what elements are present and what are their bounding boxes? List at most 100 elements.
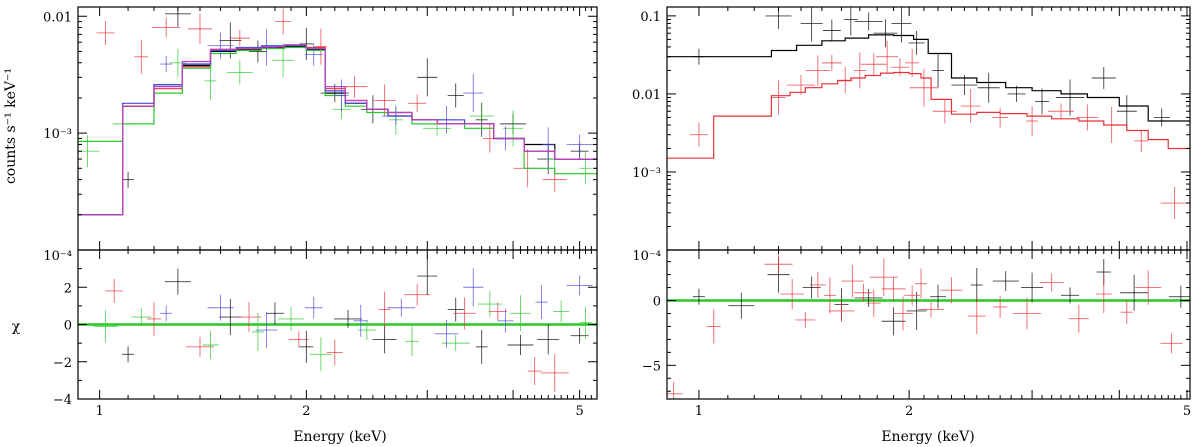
left-spectrum-plot-area (78, 7, 597, 216)
right-spectrum-black-point (932, 53, 945, 88)
left-residuals-green-point (93, 310, 118, 343)
right-residuals-black-point (992, 271, 1019, 292)
left-residuals-green-point (278, 306, 305, 331)
right-spectrum-black-point (1091, 66, 1116, 89)
right-spectrum-black-point (1035, 88, 1050, 115)
right-residuals-plot-area (667, 254, 1190, 399)
right-residuals-y-tick-label: 0 (653, 295, 661, 310)
left-spectrum-blue-point (207, 32, 234, 59)
right-spectrum-black-point (1153, 108, 1170, 127)
left-residuals-x-tick-label: 5 (575, 404, 583, 419)
left-spectrum-blue-point (542, 127, 555, 162)
left-spectrum-black-point (248, 40, 267, 63)
left-residuals-red-point (540, 353, 569, 392)
right-spectrum-red-point (909, 68, 938, 107)
right-spectrum-y-tick-label: 0.01 (632, 88, 661, 103)
left-residuals-red-point (488, 302, 507, 321)
right-spectrum-red-point (932, 99, 957, 124)
right-residuals-red-point (1120, 300, 1133, 325)
right-residuals-black-point (854, 288, 883, 307)
right-spectrum-black-point (873, 19, 898, 48)
left-spectrum-black-point (219, 22, 242, 59)
right-residuals-red-point (854, 283, 873, 302)
left-residuals-y-tick-label: 0 (64, 319, 72, 334)
right-spectrum-black-point (1056, 79, 1085, 116)
left-spectrum-green-point (169, 48, 186, 77)
left-spectrum-y-tick-label: 10⁻⁴ (43, 249, 72, 264)
right-spectrum-black-point (977, 72, 1000, 103)
right-residuals-red-point (993, 296, 1008, 319)
right-spectrum-red-point (1026, 105, 1039, 136)
right-residuals-red-point (881, 276, 906, 301)
right-spectrum-red-point (689, 122, 708, 147)
right-spectrum-red-point (1134, 129, 1149, 152)
right-spectrum-black-point (908, 30, 925, 55)
right-spectrum-y-tick-label: 10⁻³ (632, 166, 661, 181)
right-residuals-red-point (1160, 333, 1183, 354)
left-residuals-red-point (147, 301, 162, 336)
right-residuals-frame (666, 249, 1191, 400)
right-residuals-red-point (1012, 297, 1041, 330)
left-residuals-blue-point (535, 285, 548, 320)
left-residuals-green-point (131, 308, 152, 327)
left-residuals-red-point (326, 339, 343, 366)
left-residuals-black-point (334, 309, 363, 328)
left-residuals-blue-point (353, 304, 368, 337)
left-residuals-x-tick-label: 2 (302, 404, 310, 419)
right-spectrum-red-point (860, 53, 887, 76)
right-spectrum-plot-area (667, 7, 1190, 220)
left-spectrum-red-point (373, 84, 396, 117)
left-residual-panel: 1 2 5 2 0 −2 −4 (53, 249, 598, 419)
right-spectrum-black-point (854, 12, 883, 31)
right-residuals-black-point (1168, 285, 1190, 308)
right-spectrum-black-point (822, 19, 841, 42)
right-residuals-black-point (930, 284, 947, 309)
right-residuals-red-point (667, 381, 683, 399)
right-residuals-x-tick-label: 5 (1183, 404, 1191, 419)
left-residuals-plot-area (78, 257, 597, 392)
right-residuals-red-point (893, 296, 914, 331)
right-spectrum-red-point (905, 48, 920, 77)
left-residuals-red-point (453, 297, 476, 330)
right-residuals-red-point (706, 309, 721, 344)
right-residuals-red-point (1068, 304, 1089, 333)
left-residuals-black-point (372, 325, 397, 354)
right-spectrum-red-point (821, 54, 842, 71)
left-chi-axis-label: χ (12, 319, 21, 335)
right-spectrum-red-point (805, 55, 830, 86)
left-residuals-red-point (404, 283, 431, 306)
right-residuals-x-tick-label: 2 (905, 404, 913, 419)
left-residuals-black-point (417, 257, 438, 296)
left-residuals-red-point (378, 291, 391, 328)
right-residuals-red-point (967, 298, 986, 335)
left-residuals-black-point (164, 268, 191, 295)
left-spectrum-red-point (408, 94, 427, 113)
right-residuals-black-point (970, 267, 983, 302)
right-residuals-red-point (780, 279, 805, 310)
right-residuals-black-point (1120, 274, 1149, 311)
left-residuals-red-point (527, 357, 542, 386)
right-residuals-red-point (1039, 273, 1064, 292)
left-spectrum-blue-point (566, 134, 593, 155)
left-spectrum-panel: 0.01 10⁻³ 10⁻⁴ (43, 6, 598, 264)
left-spectrum-black-point (417, 58, 438, 97)
right-spectrum-red-point (992, 107, 1009, 128)
right-residual-panel: 1 2 5 0 −5 (642, 249, 1191, 419)
right-residuals-y-tick-label: −5 (642, 359, 661, 374)
right-residuals-red-point (1135, 270, 1162, 305)
right-spectrum-red-point (890, 58, 909, 77)
right-residuals-red-point (904, 285, 921, 306)
left-spectrum-black-point (122, 171, 135, 188)
right-spectrum-red-point (853, 52, 866, 89)
left-spectrum-blue-point (463, 74, 484, 113)
right-residuals-red-point (915, 268, 928, 299)
left-residuals-green-point (202, 330, 219, 359)
right-residuals-red-point (841, 265, 864, 298)
right-spectrum-black-point (843, 7, 858, 36)
right-spectrum-black-point (1116, 95, 1137, 128)
left-residuals-black-point (537, 324, 560, 355)
right-spectrum-black-point (891, 7, 912, 43)
right-spectrum-red-point (1076, 104, 1099, 131)
left-spectrum-red-point (187, 13, 212, 44)
